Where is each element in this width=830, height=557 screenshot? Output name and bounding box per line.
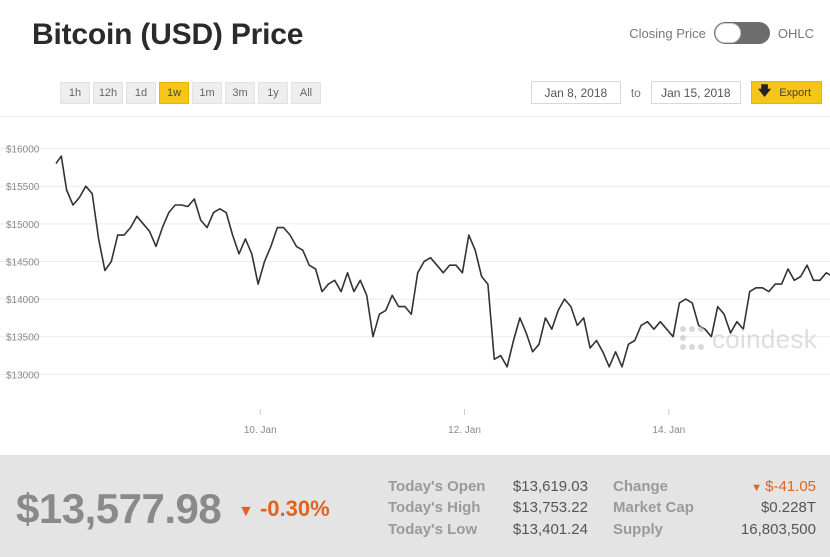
chart-mode-toggle-group: Closing Price OHLC [629, 22, 814, 44]
header-divider [0, 116, 830, 117]
price-chart: $13000 $13500 $14000 $14500 $15000 $15500 $160… [0, 145, 830, 436]
start-date-input[interactable]: Jan 8, 2018 [530, 81, 621, 104]
y-tick-label: $14000 [6, 295, 40, 306]
todays-low-value: $13,401.24 [512, 521, 588, 538]
y-tick-label: $15000 [6, 220, 40, 231]
range-1d-button[interactable]: 1d [126, 82, 156, 104]
end-date-input[interactable]: Jan 15, 2018 [650, 81, 741, 104]
watermark-text: coindesk [712, 324, 818, 354]
supply-value: 16,803,500 [740, 521, 816, 538]
market-cap-value: $0.228T [760, 499, 816, 516]
y-tick-label: $15500 [6, 182, 40, 193]
todays-low-label: Today's Low [388, 521, 478, 538]
coindesk-watermark: coindesk [680, 324, 817, 355]
closing-price-label: Closing Price [629, 25, 706, 41]
coindesk-logo-icon [680, 325, 706, 354]
todays-high-value: $13,753.22 [512, 499, 588, 516]
range-12h-button[interactable]: 12h [93, 82, 123, 104]
date-to-label: to [630, 85, 641, 100]
range-selector: 1h 12h 1d 1w 1m 3m 1y All [60, 82, 321, 104]
change-down-icon: ▼ [751, 482, 766, 494]
range-1w-button[interactable]: 1w [159, 82, 189, 104]
range-1h-button[interactable]: 1h [60, 82, 90, 104]
todays-open-value: $13,619.03 [512, 478, 588, 495]
price-line [55, 155, 830, 368]
change-percent: ▼ -0.30% [238, 496, 330, 522]
y-tick-label: $16000 [6, 145, 40, 156]
range-all-button[interactable]: All [291, 82, 321, 104]
export-label: Export [779, 86, 811, 99]
price-summary: $13,577.98 ▼ -0.30% Today's Open $13,619… [0, 455, 830, 557]
x-tick-label: 12. Jan [448, 425, 481, 436]
y-tick-label: $13500 [6, 333, 40, 344]
supply-label: Supply [613, 521, 664, 538]
page-title: Bitcoin (USD) Price [32, 18, 304, 51]
date-range: Jan 8, 2018 to Jan 15, 2018 🡇 Export [530, 81, 822, 104]
down-triangle-icon: ▼ [238, 503, 254, 520]
current-price: $13,577.98 [16, 485, 222, 532]
todays-high-label: Today's High [388, 499, 481, 516]
toggle-knob [714, 23, 741, 43]
range-1m-button[interactable]: 1m [192, 82, 222, 104]
y-tick-label: $14500 [6, 257, 40, 268]
market-cap-label: Market Cap [613, 499, 694, 516]
change-value: ▼ $-41.05 [751, 478, 816, 495]
change-label: Change [613, 478, 669, 495]
todays-open-label: Today's Open [388, 478, 486, 495]
x-tick-label: 10. Jan [244, 425, 277, 436]
download-arrow-icon: 🡇 [757, 82, 772, 98]
export-button[interactable]: 🡇 Export [750, 81, 822, 104]
x-tick-label: 14. Jan [652, 425, 685, 436]
change-value-text: $-41.05 [765, 478, 816, 495]
y-tick-label: $13000 [6, 370, 40, 381]
range-1y-button[interactable]: 1y [258, 82, 288, 104]
ohlc-label: OHLC [777, 25, 814, 41]
change-percent-value: -0.30% [259, 496, 330, 521]
chart-mode-toggle[interactable] [713, 22, 770, 44]
range-3m-button[interactable]: 3m [225, 82, 255, 104]
